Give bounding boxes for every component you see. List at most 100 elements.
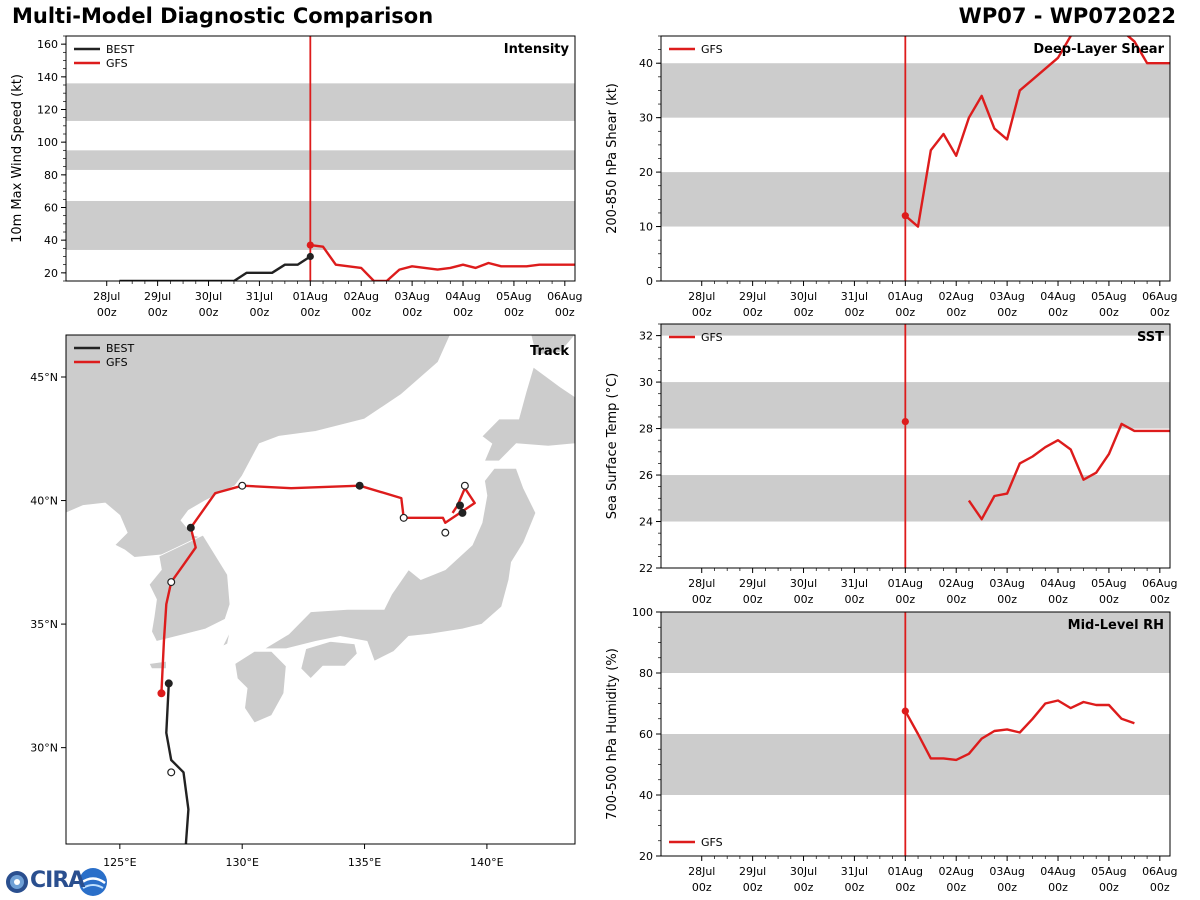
y-axis-label: 200-850 hPa Shear (kt) bbox=[605, 83, 620, 234]
y-tick-label: 26 bbox=[639, 469, 653, 482]
legend-label: GFS bbox=[106, 356, 128, 369]
x-tick-sublabel: 00z bbox=[1048, 306, 1068, 319]
y-tick-label: 80 bbox=[44, 169, 58, 182]
track-point-gfs bbox=[239, 482, 246, 489]
x-tick-label: 04Aug bbox=[445, 290, 480, 303]
x-tick-sublabel: 00z bbox=[895, 881, 915, 894]
threshold-band bbox=[661, 324, 1170, 336]
track-point-gfs bbox=[356, 482, 363, 489]
threshold-band bbox=[66, 83, 575, 121]
y-tick-label: 30 bbox=[639, 112, 653, 125]
x-tick-sublabel: 00z bbox=[743, 881, 763, 894]
x-tick-label: 04Aug bbox=[1040, 577, 1075, 590]
y-tick-label: 40 bbox=[639, 789, 653, 802]
lat-tick-label: 35°N bbox=[30, 618, 58, 631]
x-tick-sublabel: 00z bbox=[351, 306, 371, 319]
x-tick-label: 01Aug bbox=[888, 290, 923, 303]
y-tick-label: 0 bbox=[646, 275, 653, 288]
x-tick-label: 29Jul bbox=[739, 865, 766, 878]
x-tick-label: 04Aug bbox=[1040, 290, 1075, 303]
y-tick-label: 60 bbox=[44, 202, 58, 215]
axes-frame bbox=[661, 324, 1170, 568]
track-point-gfs bbox=[459, 510, 466, 517]
x-tick-sublabel: 00z bbox=[148, 306, 168, 319]
init-marker-gfs-init bbox=[902, 418, 909, 425]
track-point-gfs bbox=[168, 579, 175, 586]
legend-label: BEST bbox=[106, 43, 134, 56]
series-line-best bbox=[119, 257, 310, 282]
x-tick-sublabel: 00z bbox=[1048, 881, 1068, 894]
threshold-band bbox=[661, 382, 1170, 428]
x-tick-sublabel: 00z bbox=[1150, 881, 1170, 894]
y-tick-label: 100 bbox=[632, 606, 653, 619]
x-tick-label: 30Jul bbox=[790, 577, 817, 590]
y-tick-label: 10 bbox=[639, 221, 653, 234]
x-tick-label: 02Aug bbox=[938, 290, 973, 303]
y-tick-label: 28 bbox=[639, 423, 653, 436]
x-tick-sublabel: 00z bbox=[1150, 593, 1170, 606]
x-tick-sublabel: 00z bbox=[300, 306, 320, 319]
x-tick-label: 02Aug bbox=[938, 865, 973, 878]
x-tick-sublabel: 00z bbox=[1150, 306, 1170, 319]
y-tick-label: 140 bbox=[37, 71, 58, 84]
track-point-gfs bbox=[442, 529, 449, 536]
x-tick-sublabel: 00z bbox=[402, 306, 422, 319]
init-marker-gfs bbox=[307, 241, 314, 248]
series-line-gfs bbox=[310, 245, 590, 281]
panel-title: Track bbox=[530, 344, 569, 359]
x-tick-label: 05Aug bbox=[1091, 290, 1126, 303]
x-tick-label: 02Aug bbox=[343, 290, 378, 303]
x-tick-label: 01Aug bbox=[293, 290, 328, 303]
y-tick-label: 40 bbox=[44, 234, 58, 247]
x-tick-sublabel: 00z bbox=[504, 306, 524, 319]
legend-label: GFS bbox=[106, 57, 128, 70]
lat-tick-label: 40°N bbox=[30, 495, 58, 508]
x-tick-label: 01Aug bbox=[888, 577, 923, 590]
x-tick-label: 01Aug bbox=[888, 865, 923, 878]
threshold-band bbox=[661, 734, 1170, 795]
x-tick-label: 30Jul bbox=[195, 290, 222, 303]
x-tick-sublabel: 00z bbox=[946, 306, 966, 319]
x-tick-label: 03Aug bbox=[989, 865, 1024, 878]
panel-sst: 22 24 26 28 30 32 28Jul 00z 29Jul 00z 30Jul 00z 31Ju… bbox=[605, 324, 1185, 606]
x-tick-label: 29Jul bbox=[144, 290, 171, 303]
x-tick-label: 28Jul bbox=[688, 865, 715, 878]
lon-tick-label: 135°E bbox=[348, 856, 381, 869]
panel-title: Mid-Level RH bbox=[1068, 618, 1164, 633]
lon-tick-label: 140°E bbox=[470, 856, 503, 869]
plot-area bbox=[661, 612, 1170, 856]
panel-track: 125°E 130°E 135°E 140°E 30°N 35°N 40°N 45°N Trac… bbox=[30, 335, 575, 869]
x-tick-label: 29Jul bbox=[739, 290, 766, 303]
panel-title: Deep-Layer Shear bbox=[1033, 42, 1164, 57]
lon-tick-label: 130°E bbox=[225, 856, 258, 869]
x-tick-sublabel: 00z bbox=[946, 881, 966, 894]
legend-label: GFS bbox=[701, 43, 723, 56]
x-tick-label: 31Jul bbox=[246, 290, 273, 303]
y-tick-label: 80 bbox=[639, 667, 653, 680]
legend-label: BEST bbox=[106, 342, 134, 355]
x-tick-sublabel: 00z bbox=[997, 306, 1017, 319]
threshold-band bbox=[661, 475, 1170, 521]
y-tick-label: 40 bbox=[639, 57, 653, 70]
x-tick-sublabel: 00z bbox=[199, 306, 219, 319]
x-tick-label: 31Jul bbox=[841, 290, 868, 303]
x-tick-sublabel: 00z bbox=[1099, 306, 1119, 319]
x-tick-sublabel: 00z bbox=[845, 306, 865, 319]
panel-intensity: 2040608010012014016028Jul00z29Jul00z30Ju… bbox=[10, 36, 590, 319]
x-tick-label: 29Jul bbox=[739, 577, 766, 590]
x-tick-sublabel: 00z bbox=[692, 593, 712, 606]
x-tick-sublabel: 00z bbox=[743, 306, 763, 319]
x-tick-sublabel: 00z bbox=[1099, 881, 1119, 894]
y-tick-label: 24 bbox=[639, 516, 653, 529]
track-point-best bbox=[168, 769, 175, 776]
y-tick-label: 30 bbox=[639, 376, 653, 389]
track-point-gfs bbox=[457, 502, 464, 509]
x-tick-sublabel: 00z bbox=[946, 593, 966, 606]
x-tick-label: 03Aug bbox=[989, 577, 1024, 590]
track-point-gfs bbox=[158, 690, 165, 697]
panel-title: SST bbox=[1137, 330, 1164, 345]
legend-label: GFS bbox=[701, 331, 723, 344]
panel-title: Intensity bbox=[504, 42, 570, 57]
x-tick-sublabel: 00z bbox=[743, 593, 763, 606]
